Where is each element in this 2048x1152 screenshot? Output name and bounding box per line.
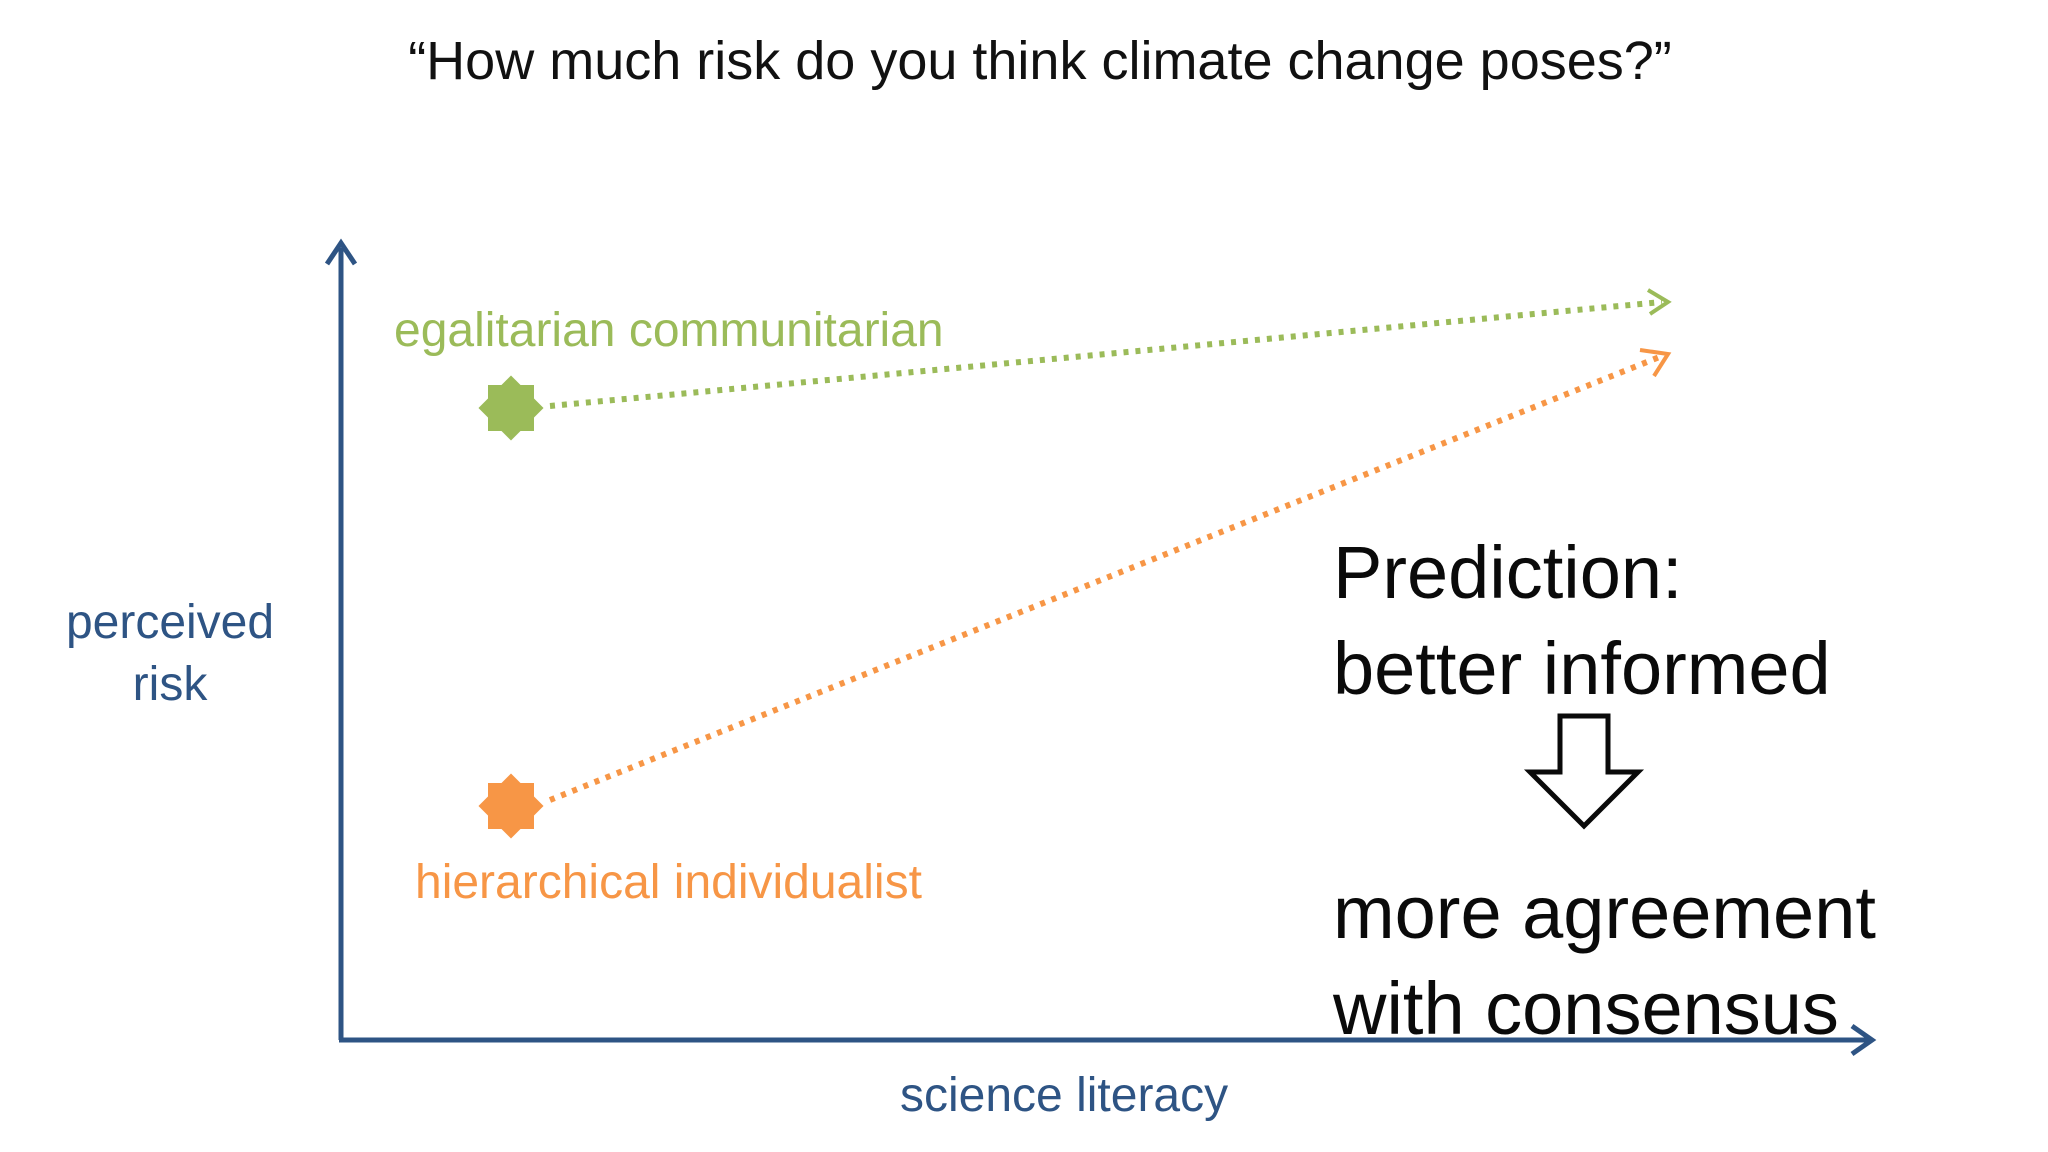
x-axis-arrowhead	[1850, 1023, 1877, 1057]
egalitarian-star-icon	[478, 375, 544, 441]
prediction-premise: better informed	[1333, 627, 1831, 710]
egalitarian-label: egalitarian communitarian	[394, 304, 944, 357]
slide-title: “How much risk do you think climate chan…	[408, 31, 1672, 91]
hierarchical-star-icon	[478, 773, 544, 839]
y-axis-label-line1: perceived	[65, 596, 275, 649]
hierarchical-label: hierarchical individualist	[415, 856, 922, 909]
y-axis-label: perceived risk	[40, 592, 300, 716]
prediction-outcome-line2: with consensus	[1333, 967, 1839, 1050]
hollow-down-arrow-icon	[1523, 713, 1645, 830]
y-axis-label-line2: risk	[132, 658, 208, 711]
prediction-text: Prediction: better informed more agreeme…	[1333, 525, 1876, 1057]
y-axis-arrowhead	[324, 238, 358, 266]
hierarchical-trend-arrowhead	[1639, 348, 1672, 378]
prediction-heading: Prediction:	[1333, 531, 1683, 614]
prediction-outcome-line1: more agreement	[1333, 871, 1876, 954]
x-axis-label: science literacy	[900, 1069, 1229, 1122]
hierarchical-trend-line	[548, 353, 1664, 803]
egalitarian-trend-arrowhead	[1646, 288, 1672, 316]
